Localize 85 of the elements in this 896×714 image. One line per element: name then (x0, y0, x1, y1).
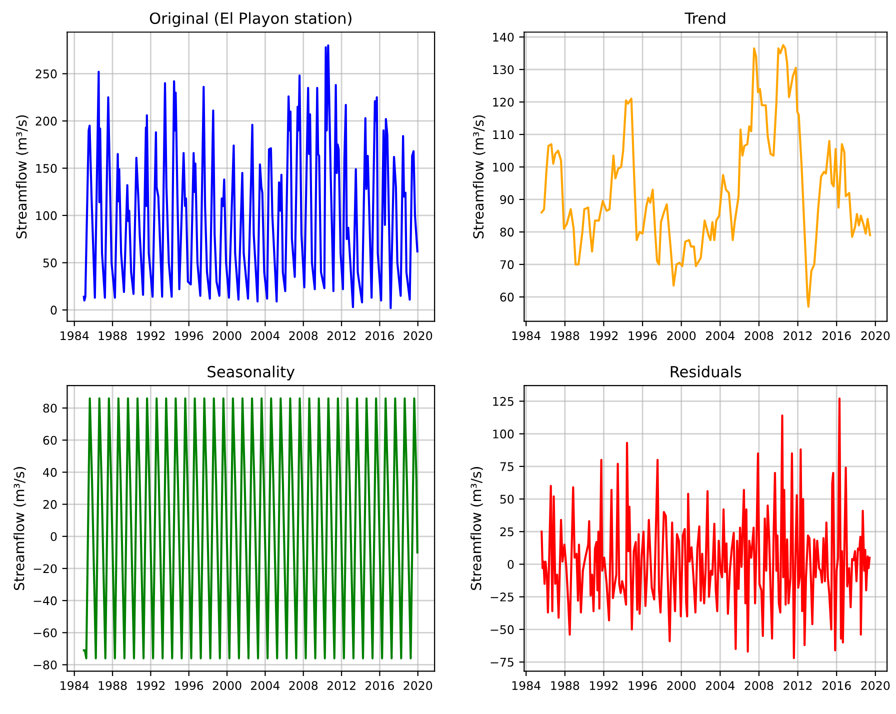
chart-title: Residuals (670, 366, 742, 378)
y-tick-label: 0 (50, 306, 57, 315)
y-tick-label: 75 (500, 462, 514, 472)
y-tick-label: 20 (43, 500, 57, 509)
x-tick-label: 2012 (327, 331, 356, 340)
x-tick-label: 1988 (551, 331, 580, 340)
y-tick-label: 0 (50, 532, 57, 542)
y-tick-label: −60 (34, 628, 57, 638)
x-tick-label: 1988 (98, 331, 127, 340)
x-tick-label: 2000 (667, 681, 696, 690)
line-series (82, 44, 418, 310)
x-tick-label: 1996 (175, 331, 204, 340)
x-tick-label: 2016 (822, 331, 851, 340)
y-tick-label: −40 (34, 596, 57, 606)
x-tick-label: 2016 (366, 681, 394, 690)
chart-title: Trend (684, 12, 726, 24)
x-tick-label: 2000 (212, 331, 242, 340)
y-tick-label: −50 (490, 625, 514, 634)
x-tick-label: 2004 (706, 331, 735, 340)
x-tick-label: 1984 (512, 331, 540, 340)
y-tick-label: 80 (500, 228, 514, 237)
y-tick-label: 80 (43, 404, 57, 413)
x-tick-label: 2008 (744, 331, 774, 340)
x-tick-label: 2012 (784, 681, 812, 690)
y-tick-label: 140 (493, 32, 514, 42)
y-axis-title: Streamflow (m³/s) (14, 466, 26, 590)
y-tick-label: −75 (490, 658, 514, 667)
y-axis-title: Streamflow (m³/s) (472, 115, 486, 238)
x-tick-label: 2004 (251, 331, 280, 340)
x-tick-label: 1996 (628, 331, 657, 340)
y-tick-label: 25 (500, 527, 514, 536)
x-tick-label: 2000 (667, 331, 696, 340)
y-tick-label: 0 (508, 560, 514, 569)
x-tick-label: 1992 (590, 331, 618, 340)
y-tick-label: 250 (36, 69, 57, 78)
y-tick-label: 100 (493, 430, 514, 438)
line-series (540, 398, 871, 660)
y-tick-label: 200 (36, 116, 57, 126)
x-tick-label: 2004 (706, 681, 735, 690)
x-tick-label: 1984 (60, 331, 89, 340)
y-tick-label: 130 (493, 65, 514, 74)
y-tick-label: 40 (43, 468, 57, 477)
chart-title: Original (El Playon station) (150, 12, 352, 27)
x-tick-label: 2020 (861, 681, 890, 690)
y-axis-title: Streamflow (m³/s) (16, 115, 28, 238)
y-axis-title: Streamflow (m³/s) (470, 466, 483, 590)
y-tick-label: −80 (34, 660, 57, 670)
line-series (540, 44, 872, 308)
y-tick-label: −25 (490, 592, 514, 602)
x-tick-label: 2012 (784, 331, 812, 340)
y-tick-label: 90 (500, 195, 514, 204)
x-tick-label: 2020 (404, 331, 432, 340)
y-tick-label: 50 (43, 258, 57, 268)
x-tick-label: 2008 (289, 681, 318, 690)
x-tick-label: 2008 (744, 681, 774, 690)
y-tick-label: 100 (36, 211, 57, 220)
x-tick-label: 1992 (136, 681, 165, 690)
x-tick-label: 1992 (136, 331, 165, 340)
x-tick-label: 1984 (512, 681, 540, 690)
y-tick-label: −20 (34, 564, 57, 574)
x-tick-label: 2016 (822, 681, 851, 690)
y-tick-label: 60 (43, 436, 57, 445)
x-tick-label: 1992 (590, 681, 618, 690)
x-tick-label: 2016 (366, 331, 394, 340)
y-tick-label: 150 (36, 164, 57, 173)
y-tick-label: 70 (500, 260, 514, 270)
x-tick-label: 1988 (551, 681, 580, 690)
x-tick-label: 2012 (327, 681, 356, 690)
y-tick-label: 110 (493, 130, 514, 140)
y-tick-label: 60 (500, 292, 514, 302)
x-tick-label: 1996 (628, 681, 657, 690)
y-tick-label: 100 (493, 162, 514, 172)
x-tick-label: 1984 (60, 681, 89, 690)
y-tick-label: 120 (493, 98, 514, 107)
x-tick-label: 2020 (861, 331, 890, 340)
line-series (82, 397, 418, 660)
y-tick-label: 50 (500, 494, 514, 504)
chart-title: Seasonality (208, 366, 295, 380)
x-tick-label: 1996 (175, 681, 204, 690)
x-tick-label: 1988 (98, 681, 127, 690)
x-tick-label: 2020 (404, 681, 432, 690)
y-tick-label: 125 (493, 396, 514, 406)
x-tick-label: 2000 (212, 681, 242, 690)
x-tick-label: 2004 (251, 681, 280, 690)
x-tick-label: 2008 (289, 331, 318, 340)
